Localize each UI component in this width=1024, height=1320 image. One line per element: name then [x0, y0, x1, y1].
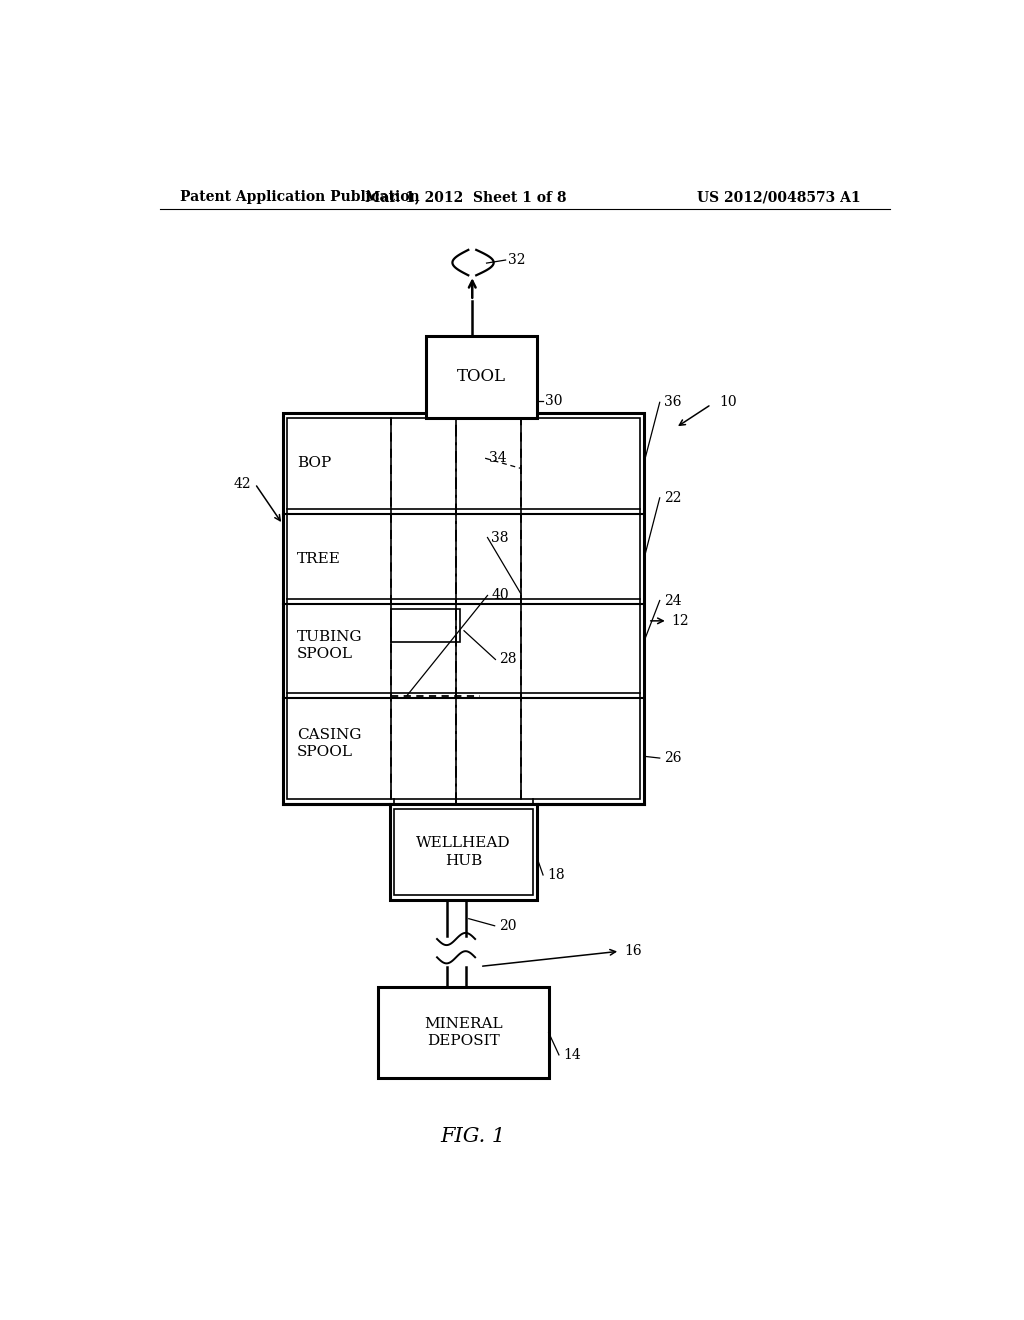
Text: 14: 14 — [563, 1048, 581, 1061]
Text: 36: 36 — [664, 395, 681, 409]
Text: TUBING
SPOOL: TUBING SPOOL — [297, 630, 362, 661]
Text: 12: 12 — [672, 614, 689, 628]
Text: 10: 10 — [719, 395, 737, 409]
Text: 26: 26 — [664, 751, 681, 766]
Text: CASING
SPOOL: CASING SPOOL — [297, 727, 361, 759]
Bar — [390, 804, 537, 900]
Text: 20: 20 — [499, 919, 516, 933]
Text: MINERAL
DEPOSIT: MINERAL DEPOSIT — [424, 1016, 503, 1048]
Text: 30: 30 — [545, 395, 562, 408]
Bar — [394, 809, 532, 895]
Text: WELLHEAD
HUB: WELLHEAD HUB — [416, 837, 511, 867]
Text: US 2012/0048573 A1: US 2012/0048573 A1 — [697, 190, 860, 205]
Text: 32: 32 — [508, 253, 525, 267]
Text: 34: 34 — [489, 451, 507, 465]
Bar — [287, 417, 640, 799]
Bar — [391, 610, 460, 643]
Text: TOOL: TOOL — [457, 368, 506, 385]
Text: Mar. 1, 2012  Sheet 1 of 8: Mar. 1, 2012 Sheet 1 of 8 — [365, 190, 566, 205]
Text: 38: 38 — [492, 531, 509, 545]
Text: 28: 28 — [500, 652, 517, 667]
Bar — [283, 413, 644, 804]
Bar — [426, 337, 537, 417]
Text: 18: 18 — [547, 869, 564, 882]
Bar — [378, 987, 549, 1078]
Text: 24: 24 — [664, 594, 681, 607]
Text: 16: 16 — [624, 944, 642, 958]
Text: 22: 22 — [664, 491, 681, 504]
Text: 42: 42 — [233, 477, 251, 491]
Text: Patent Application Publication: Patent Application Publication — [179, 190, 419, 205]
Text: BOP: BOP — [297, 457, 332, 470]
Text: TREE: TREE — [297, 552, 341, 566]
Text: FIG. 1: FIG. 1 — [440, 1127, 506, 1146]
Text: 40: 40 — [492, 589, 509, 602]
